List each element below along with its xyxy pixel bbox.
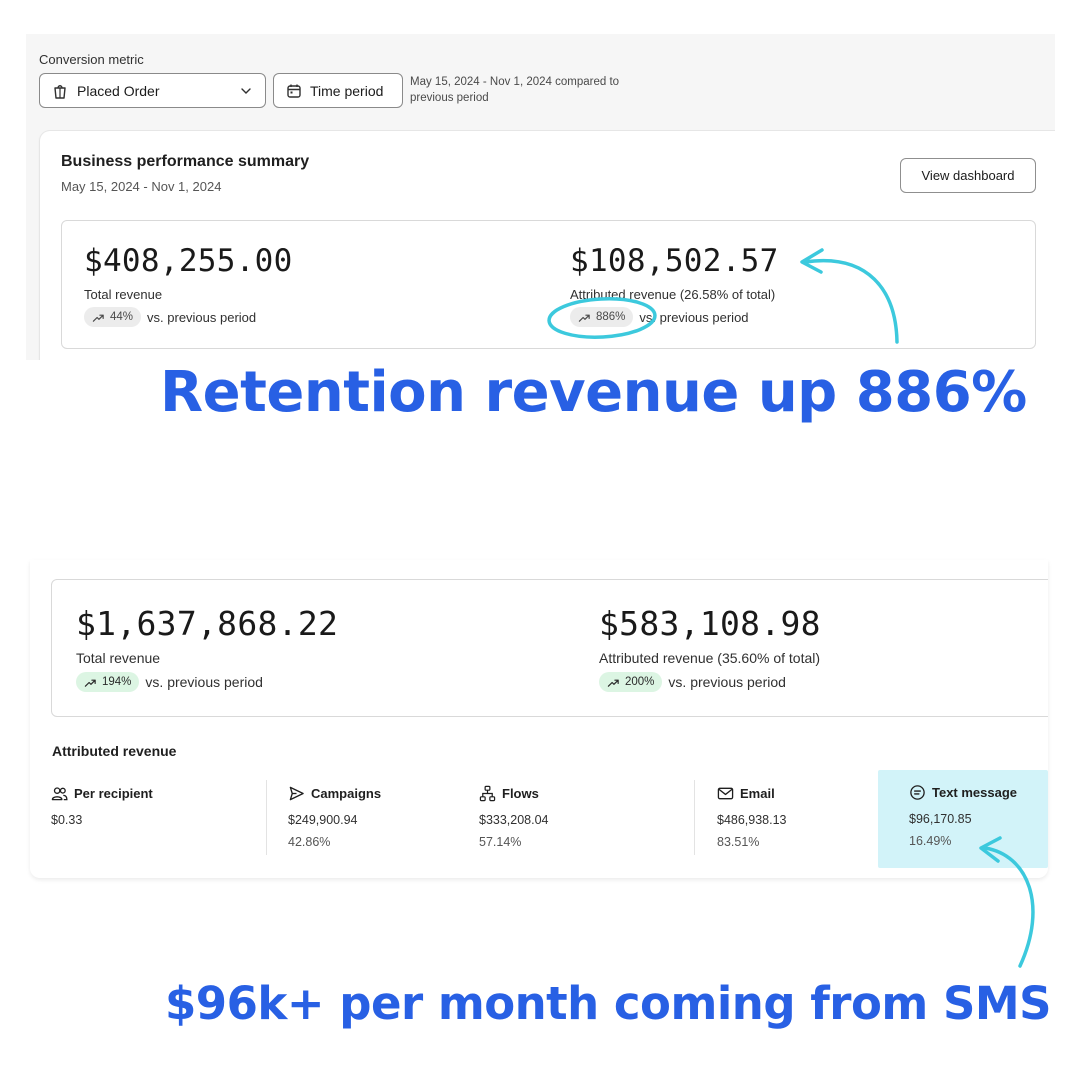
business-performance-card: Business performance summary May 15, 202… [40, 131, 1055, 360]
change-suffix: vs. previous period [147, 309, 257, 325]
chevron-down-icon [241, 87, 251, 94]
total-revenue-change: 194% vs. previous period [76, 672, 263, 692]
change-badge: 194% [76, 672, 140, 692]
attributed-revenue-change: 200% vs. previous period [599, 672, 786, 692]
text-message-column: Text message $96,170.85 16.49% [878, 770, 1048, 868]
campaigns-column: Campaigns $249,900.94 42.86% [288, 771, 468, 861]
attributed-revenue-label: Attributed revenue (26.58% of total) [570, 287, 776, 302]
mail-icon [717, 787, 734, 800]
column-label: Campaigns [311, 786, 382, 801]
per-recipient-column: Per recipient $0.33 [51, 771, 261, 861]
change-percent: 886% [596, 311, 626, 323]
time-period-label: Time period [310, 82, 384, 99]
flows-column: Flows $333,208.04 57.14% [479, 771, 689, 861]
total-revenue-label: Total revenue [84, 287, 163, 302]
change-suffix: vs. previous period [145, 674, 263, 690]
total-revenue-value: $408,255.00 [84, 243, 293, 279]
attributed-revenue-value: $108,502.57 [570, 243, 779, 279]
column-percent: 57.14% [479, 835, 522, 849]
change-suffix: vs. previous period [639, 309, 749, 325]
column-label: Text message [932, 785, 1018, 800]
attributed-revenue-label: Attributed revenue (35.60% of total) [599, 650, 821, 666]
chat-icon [910, 785, 925, 800]
column-label: Flows [502, 786, 539, 801]
bottom-screenshot: $1,637,868.22 Total revenue 194% vs. pre… [30, 560, 1048, 878]
total-revenue-value: $1,637,868.22 [76, 604, 339, 643]
shop-bag-icon [54, 84, 66, 99]
change-badge: 44% [84, 307, 142, 327]
conversion-metric-label: Conversion metric [39, 52, 144, 67]
revenue-metrics-box: $408,255.00 Total revenue 44% vs. previo… [61, 220, 1036, 349]
headline-sms: $96k+ per month coming from SMS [165, 977, 1052, 1030]
column-value: $249,900.94 [288, 813, 358, 827]
change-percent: 194% [102, 676, 132, 688]
column-percent: 83.51% [717, 835, 760, 849]
send-icon [289, 786, 304, 801]
time-period-button[interactable]: Time period [273, 73, 403, 108]
people-icon [51, 787, 68, 801]
view-dashboard-button[interactable]: View dashboard [900, 158, 1036, 193]
column-percent: 42.86% [288, 835, 331, 849]
calendar-icon [287, 84, 301, 98]
conversion-metric-select[interactable]: Placed Order [39, 73, 266, 108]
column-percent: 16.49% [909, 834, 952, 848]
column-label: Per recipient [74, 786, 153, 801]
email-column: Email $486,938.13 83.51% [717, 771, 867, 861]
trend-up-icon [607, 679, 619, 687]
trend-up-icon [84, 679, 96, 687]
change-badge: 886% [570, 307, 634, 327]
flow-icon [479, 785, 496, 802]
top-screenshot: Conversion metric Placed Order Time peri… [26, 34, 1055, 360]
column-value: $333,208.04 [479, 813, 549, 827]
attributed-revenue-title: Attributed revenue [52, 743, 177, 759]
change-badge: 200% [599, 672, 663, 692]
attributed-revenue-value: $583,108.98 [599, 604, 821, 643]
column-value: $0.33 [51, 813, 83, 827]
change-percent: 44% [110, 311, 134, 323]
column-divider [694, 780, 695, 855]
summary-date-range: May 15, 2024 - Nov 1, 2024 [61, 179, 222, 194]
metric-select-value: Placed Order [77, 82, 160, 99]
headline-retention: Retention revenue up 886% [160, 360, 1027, 425]
change-percent: 200% [625, 676, 655, 688]
attributed-revenue-change: 886% vs. previous period [570, 307, 749, 327]
trend-up-icon [92, 314, 104, 322]
summary-title: Business performance summary [61, 153, 310, 170]
column-value: $486,938.13 [717, 813, 787, 827]
column-label: Email [740, 786, 775, 801]
revenue-metrics-box: $1,637,868.22 Total revenue 194% vs. pre… [51, 579, 1048, 717]
column-divider [266, 780, 267, 855]
total-revenue-change: 44% vs. previous period [84, 307, 256, 327]
trend-up-icon [578, 314, 590, 322]
column-value: $96,170.85 [909, 812, 972, 826]
comparison-range-note: May 15, 2024 - Nov 1, 2024 compared to p… [410, 76, 620, 104]
total-revenue-label: Total revenue [76, 650, 161, 666]
change-suffix: vs. previous period [668, 674, 786, 690]
